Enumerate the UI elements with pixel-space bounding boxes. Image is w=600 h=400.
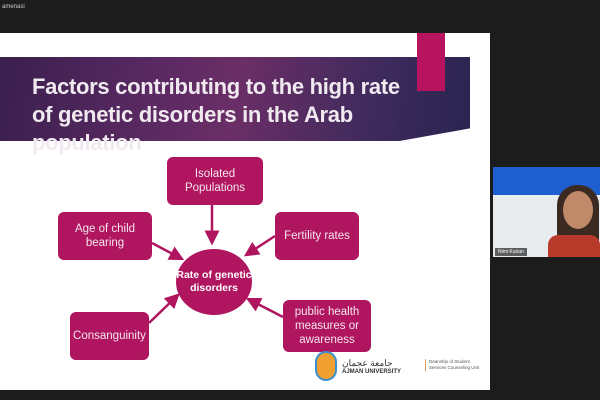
logo-arabic-text: جامعة عجمان: [342, 357, 393, 368]
factor-fertility-rates: Fertility rates: [275, 212, 359, 260]
department-label: Deanship of Student Services Counseling …: [425, 359, 480, 371]
accent-tab: [417, 33, 445, 91]
shared-slide: Factors contributing to the high rate of…: [0, 33, 490, 390]
diagram-arrows: [148, 205, 284, 324]
ajman-university-logo: جامعة عجمان AJMAN UNIVERSITY: [315, 351, 401, 381]
meeting-label: amenasi: [2, 4, 25, 10]
participant-video[interactable]: Nimi Kurian: [493, 167, 600, 257]
arrow-public-health: [245, 297, 284, 319]
slide-title: Factors contributing to the high rate of…: [32, 74, 400, 155]
participant-face: [563, 191, 593, 229]
center-rate-of-genetic-disorders: Rate of genetic disorders: [176, 249, 252, 315]
title-banner: [0, 57, 470, 141]
participant-name: Nimi Kurian: [495, 248, 527, 256]
factor-consanguinity: Consanguinity: [70, 312, 149, 360]
arrow-age: [151, 241, 185, 261]
university-emblem-icon: [315, 351, 337, 381]
arrow-consanguinity: [148, 293, 180, 324]
factor-age-of-child-bearing: Age of child bearing: [58, 212, 152, 260]
participant-body: [548, 235, 600, 257]
factor-isolated-populations: Isolated Populations: [167, 157, 263, 205]
factor-public-health: public health measures or awareness: [283, 300, 371, 352]
logo-english-text: AJMAN UNIVERSITY: [342, 368, 402, 375]
arrow-fertility: [243, 234, 276, 257]
